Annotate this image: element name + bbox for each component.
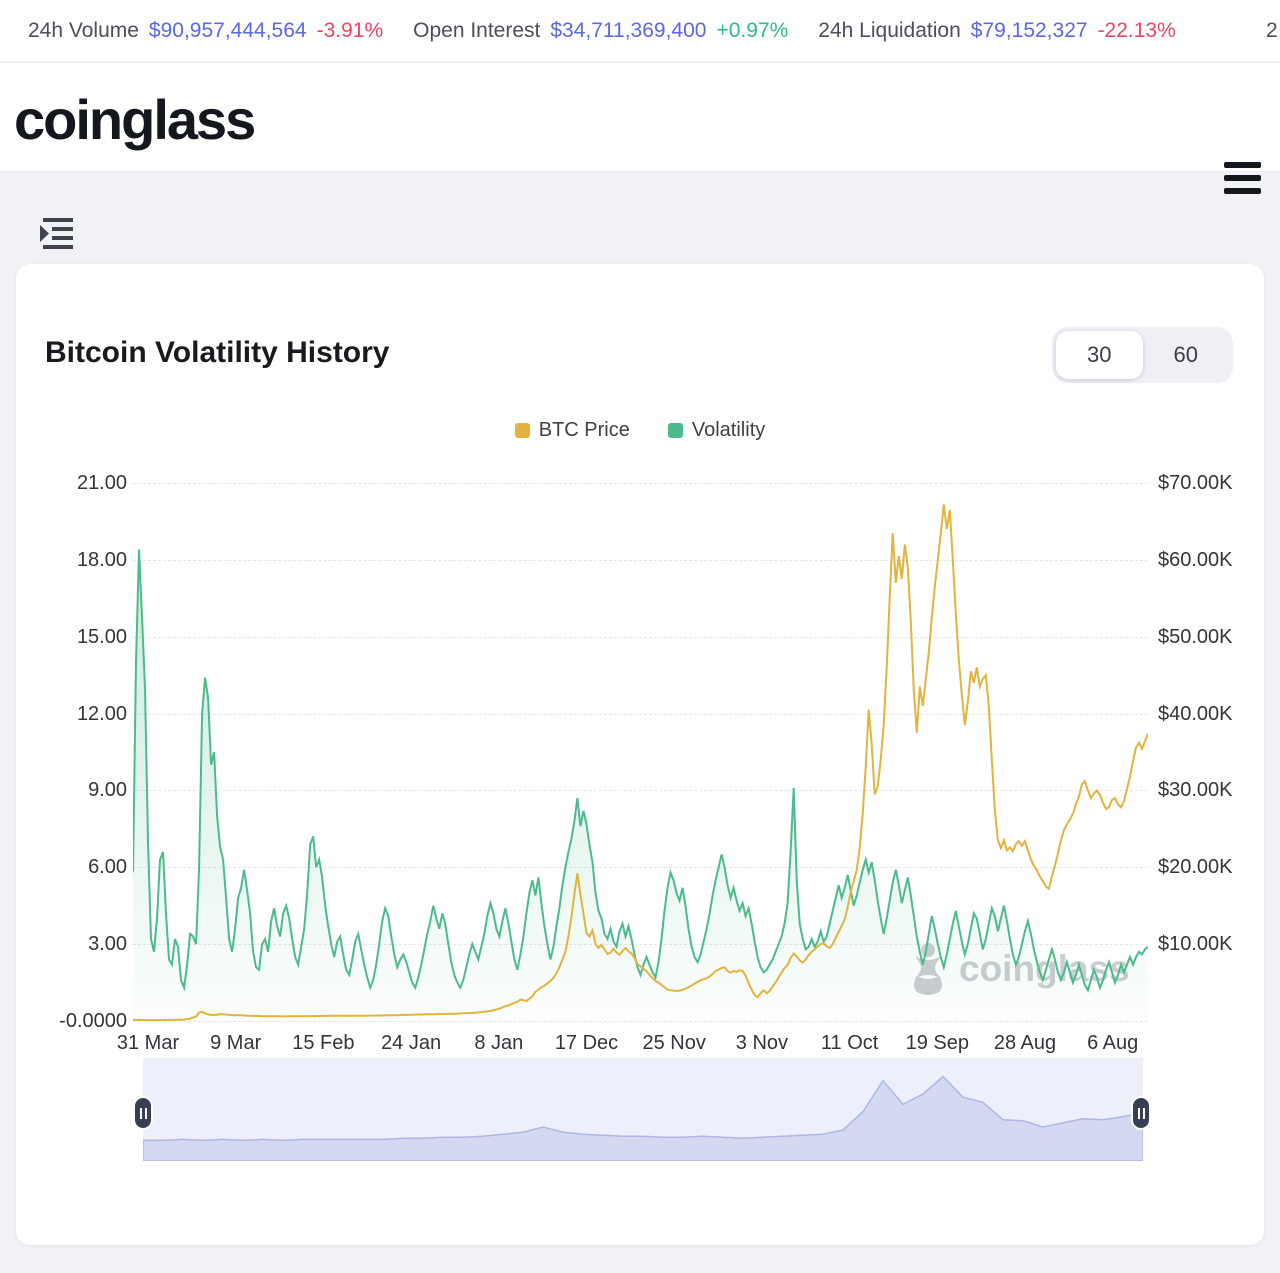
range-option-60[interactable]: 60 <box>1173 342 1198 367</box>
y-axis-label-left: 12.00 <box>76 702 127 725</box>
gridline <box>133 867 1148 869</box>
x-axis-label: 9 Mar <box>210 1032 262 1054</box>
stat-label: 24h Liquidation <box>818 18 961 42</box>
stat-item: 24h Liquidation $79,152,327 -22.13% <box>818 19 1175 43</box>
stat-item: Open Interest $34,711,369,400 +0.97% <box>413 19 788 43</box>
stat-value: $34,711,369,400 <box>550 18 707 42</box>
gridline <box>133 559 1148 561</box>
y-axis-label-right: $10.00K <box>1158 933 1233 956</box>
stat-change: -22.13% <box>1097 18 1176 42</box>
navigator-left-handle[interactable] <box>135 1098 151 1128</box>
x-axis-label: 8 Jan <box>474 1032 524 1054</box>
x-axis: 31 Mar 9 Mar 15 Feb 24 Jan 8 Jan 17 Dec 25 Nov… <box>117 1032 1148 1062</box>
gridline <box>133 944 1148 946</box>
y-axis-label-right: $60.00K <box>1158 548 1233 571</box>
y-axis-label-left: 6.00 <box>88 856 127 879</box>
volatility-area <box>133 549 1148 1021</box>
x-axis-label: 3 Nov <box>735 1032 789 1054</box>
x-axis-label: 24 Jan <box>381 1032 442 1054</box>
x-axis-label: 17 Dec <box>554 1032 619 1054</box>
page-title: Bitcoin Volatility History <box>45 336 390 369</box>
x-axis-label: 31 Mar <box>116 1032 180 1054</box>
btc-price-line <box>133 504 1148 1021</box>
stats-overflow-text: 2 <box>1266 18 1278 42</box>
chart-plot-area[interactable]: coinglass <box>133 470 1148 1022</box>
y-axis-label-right: $30.00K <box>1158 779 1233 802</box>
gridline <box>133 790 1148 792</box>
range-toggle[interactable]: 30 60 <box>1052 327 1233 383</box>
legend-swatch-icon <box>514 423 530 438</box>
navigator-area <box>143 1075 1143 1161</box>
hamburger-menu-icon[interactable] <box>1224 162 1261 202</box>
chart-navigator[interactable] <box>143 1058 1143 1161</box>
coinglass-logo[interactable]: coinglass <box>14 88 256 151</box>
y-axis-label-right: $40.00K <box>1158 702 1233 725</box>
stat-change: +0.97% <box>716 18 789 42</box>
range-option-30[interactable]: 30 <box>1056 331 1143 379</box>
y-axis-label-left: 3.00 <box>88 933 127 956</box>
chart-legend: BTC Price Volatility <box>16 419 1264 442</box>
legend-item[interactable]: BTC Price <box>514 419 630 442</box>
y-axis-label-right: $70.00K <box>1158 472 1233 494</box>
gridline <box>133 483 1148 484</box>
y-axis-right: $70.00K $60.00K $50.00K $40.00K $30.00K $20.0… <box>1158 470 1248 1021</box>
gridline <box>133 713 1148 715</box>
chart-series-svg <box>133 504 1148 1021</box>
y-axis-label-left: -0.0000 <box>59 1010 127 1032</box>
y-axis-label-left: 21.00 <box>76 472 127 494</box>
y-axis-label-right <box>1158 1009 1248 1033</box>
stat-label: Open Interest <box>413 18 541 42</box>
stats-bar: 24h Volume $90,957,444,564 -3.91% Open Inte… <box>0 0 1280 62</box>
gridline <box>133 1021 1148 1022</box>
stat-value: $90,957,444,564 <box>148 18 307 42</box>
stat-value: $79,152,327 <box>970 18 1088 42</box>
x-axis-label: 25 Nov <box>642 1032 706 1054</box>
y-axis-label-left: 9.00 <box>88 779 127 802</box>
x-axis-label: 15 Feb <box>292 1032 355 1054</box>
x-axis-label: 28 Aug <box>993 1032 1057 1054</box>
y-axis-label-right: $50.00K <box>1158 625 1233 648</box>
sidebar-expand-icon[interactable] <box>36 212 76 254</box>
legend-item[interactable]: Volatility <box>667 419 766 442</box>
x-axis-label: 11 Oct <box>820 1032 879 1054</box>
legend-label: BTC Price <box>538 419 630 441</box>
y-axis-left: 21.00 18.00 15.00 12.00 9.00 6.00 3.00 -0.0000 <box>41 470 127 1032</box>
stat-item: 24h Volume $90,957,444,564 -3.91% <box>28 19 383 43</box>
legend-label: Volatility <box>691 419 766 441</box>
legend-swatch-icon <box>667 423 683 438</box>
header: coinglass <box>0 63 1280 194</box>
y-axis-label-right: $20.00K <box>1158 856 1233 879</box>
y-axis-label-left: 15.00 <box>76 625 127 648</box>
volatility-line <box>133 549 1148 993</box>
x-axis-label: 19 Sep <box>905 1032 969 1054</box>
stat-change: -3.91% <box>316 18 384 42</box>
gridline <box>133 636 1148 638</box>
x-axis-label: 6 Aug <box>1087 1032 1139 1054</box>
stat-label: 24h Volume <box>28 18 139 42</box>
navigator-right-handle[interactable] <box>1133 1098 1149 1128</box>
y-axis-label-left: 18.00 <box>76 548 127 571</box>
stats-bar-items: 24h Volume $90,957,444,564 -3.91% Open Inte… <box>28 19 1206 43</box>
volatility-card: Bitcoin Volatility History 30 60 BTC Pric… <box>16 264 1264 1245</box>
